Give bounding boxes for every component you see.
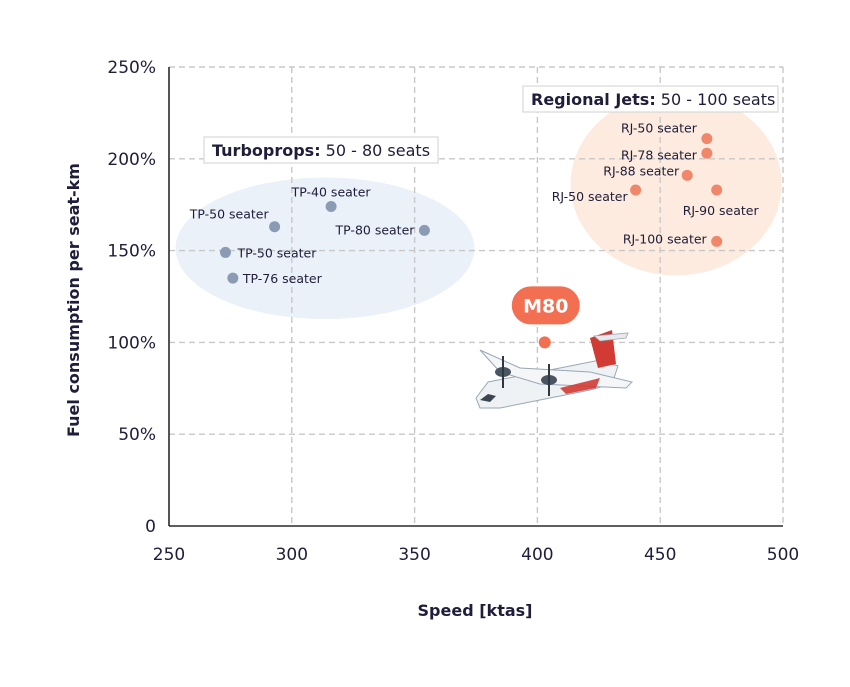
data-point-label: RJ-50 seater: [621, 121, 698, 136]
data-point: [418, 224, 430, 236]
airplane-illustration: [475, 330, 633, 409]
data-point-label: TP-80 seater: [335, 222, 416, 237]
grid-lines: [169, 66, 784, 526]
y-tick-label: 50%: [118, 425, 156, 445]
x-tick-label: 450: [644, 545, 676, 565]
x-tick-label: 400: [521, 545, 553, 565]
airplane-part: [560, 378, 600, 394]
data-point: [269, 221, 281, 233]
data-point-label: RJ-88 seater: [603, 163, 680, 178]
data-point-label: RJ-50 seater: [552, 189, 629, 204]
data-point-label: RJ-100 seater: [623, 231, 708, 246]
data-point: [701, 133, 713, 145]
data-point: [325, 201, 337, 213]
highlight-badge: [511, 286, 580, 325]
group-label-text: Regional Jets: 50 - 100 seats: [531, 90, 775, 109]
highlight-point: [538, 336, 551, 349]
y-axis-title: Fuel consumption per seat-km: [64, 163, 83, 437]
group-regions: [175, 92, 782, 320]
group-label-text: Turboprops: 50 - 80 seats: [212, 141, 430, 160]
group-label-name: Regional Jets:: [531, 90, 656, 109]
x-tick-label: 500: [767, 545, 799, 565]
data-point-label: TP-50 seater: [189, 207, 270, 222]
y-tick-label: 250%: [107, 58, 156, 78]
x-tick-label: 300: [276, 545, 308, 565]
data-point: [630, 184, 642, 196]
data-point: [219, 246, 231, 258]
group-label-seats: 50 - 100 seats: [656, 90, 776, 109]
data-point-label: TP-40 seater: [291, 185, 372, 200]
y-tick-label: 0: [145, 517, 156, 537]
data-point-label: TP-50 seater: [236, 245, 317, 260]
data-point: [227, 272, 239, 284]
data-point-label: RJ-78 seater: [621, 147, 698, 162]
data-points: TP-40 seater TP-50 seater TP-80 seater TP-5…: [189, 121, 760, 349]
airplane-part: [480, 394, 496, 402]
group-region-1: [570, 92, 782, 276]
y-tick-label: 200%: [107, 150, 156, 170]
group-region-0: [175, 177, 475, 320]
tick-labels: 250 300 350 400 450 500 0 50% 100% 150% 200% 250%: [107, 58, 799, 565]
group-label-name: Turboprops:: [212, 141, 321, 160]
axes: [168, 67, 783, 527]
data-point: [711, 235, 723, 247]
data-point: [701, 147, 713, 159]
group-labels: Turboprops: 50 - 80 seats Regional Jets: …: [203, 85, 779, 164]
x-axis-title: Speed [ktas]: [418, 601, 533, 620]
group-label-box: [522, 85, 779, 113]
y-tick-label: 100%: [107, 333, 156, 353]
data-point-label: RJ-90 seater: [683, 203, 760, 218]
highlight-label: M80: [523, 295, 568, 317]
x-tick-label: 250: [153, 545, 185, 565]
y-tick-label: 150%: [107, 242, 156, 262]
data-point: [711, 184, 723, 196]
x-tick-label: 350: [398, 545, 430, 565]
group-label-box: [203, 136, 439, 164]
airplane-part: [592, 332, 629, 342]
data-point-label: TP-76 seater: [242, 271, 323, 286]
group-label-seats: 50 - 80 seats: [321, 141, 430, 160]
data-point: [681, 169, 693, 181]
